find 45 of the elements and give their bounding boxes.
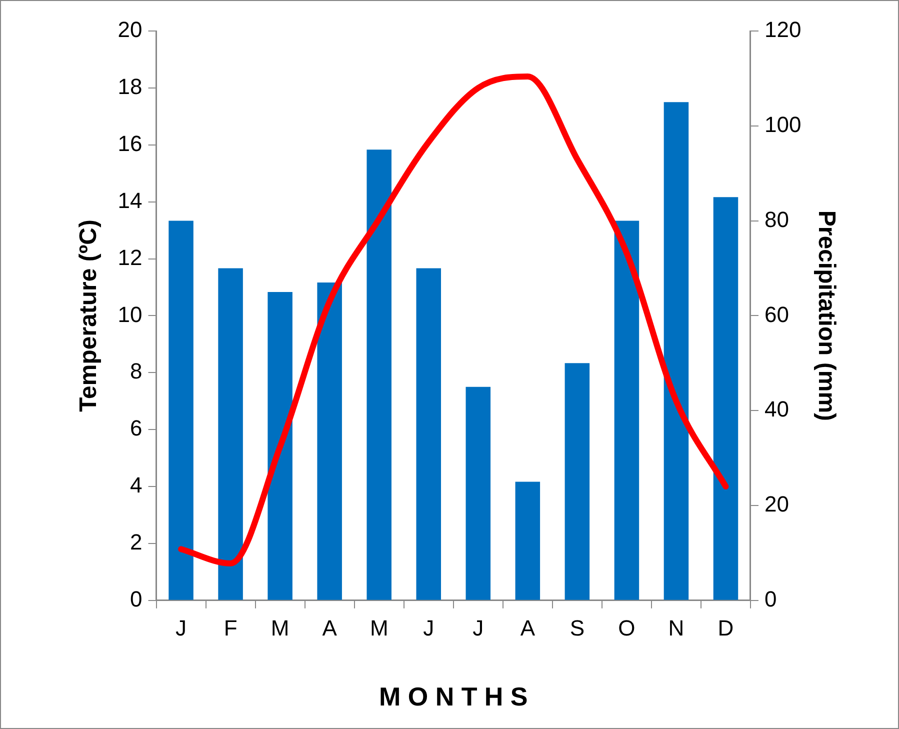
x-tick-label: D [718, 616, 734, 641]
y2-tick-label: 0 [764, 586, 777, 612]
y-tick-label: 16 [118, 130, 142, 156]
x-axis-title: M O N T H S [378, 682, 528, 712]
y-tick-label: 0 [130, 586, 142, 612]
y2-tick-label: 100 [764, 112, 802, 137]
x-tick-label: S [570, 616, 585, 641]
y-tick-label: 8 [130, 358, 142, 384]
bar [366, 150, 392, 600]
y2-tick-label: 80 [764, 206, 789, 232]
x-tick-label: A [520, 616, 536, 641]
y-axis-title: Temperature (ºC) [75, 220, 102, 412]
bar [466, 386, 491, 600]
x-tick-label: J [423, 616, 434, 641]
y-tick-label: 20 [118, 17, 142, 42]
y2-tick-label: 120 [764, 17, 802, 42]
x-tick-label: A [322, 616, 338, 641]
bar [218, 268, 243, 600]
y2-tick-label: 20 [764, 492, 789, 517]
y-tick-label: 4 [130, 472, 142, 498]
x-tick-label: F [224, 616, 238, 641]
bar [168, 220, 194, 600]
x-tick-label: M [270, 616, 290, 641]
bar [317, 282, 342, 600]
bar [664, 102, 689, 600]
x-tick-label: N [668, 616, 684, 641]
bar [515, 482, 540, 600]
bar [614, 220, 640, 600]
y-tick-label: 6 [130, 416, 142, 441]
y2-tick-label: 40 [764, 396, 789, 422]
y-tick-label: 2 [130, 530, 142, 555]
x-tick-label: J [472, 616, 484, 641]
bar [564, 363, 590, 600]
y-tick-label: 18 [118, 74, 142, 100]
y-tick-label: 14 [118, 188, 142, 213]
x-tick-label: O [618, 616, 636, 641]
y-tick-label: 12 [118, 244, 142, 270]
bar [268, 292, 292, 600]
y2-tick-label: 60 [764, 302, 789, 327]
x-tick-label: J [176, 616, 187, 641]
bar [416, 268, 442, 600]
bar [713, 197, 738, 600]
x-tick-label: M [370, 616, 388, 641]
y2-axis-title: Precipitation (mm) [812, 210, 840, 422]
y-tick-label: 10 [118, 302, 142, 327]
